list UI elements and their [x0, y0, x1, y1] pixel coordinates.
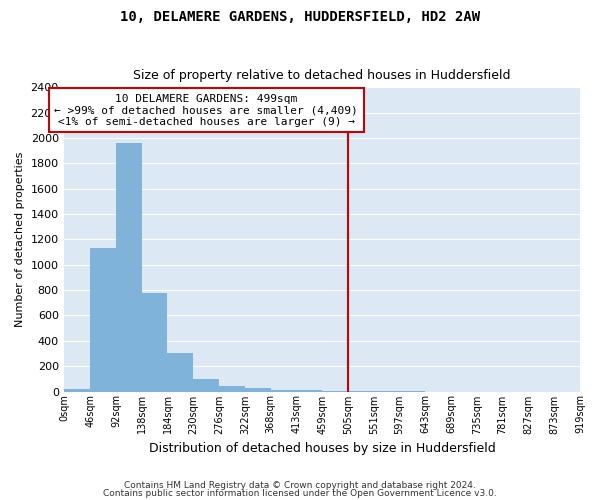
Text: 10, DELAMERE GARDENS, HUDDERSFIELD, HD2 2AW: 10, DELAMERE GARDENS, HUDDERSFIELD, HD2 … — [120, 10, 480, 24]
Title: Size of property relative to detached houses in Huddersfield: Size of property relative to detached ho… — [133, 69, 511, 82]
Bar — [322, 391, 348, 392]
Y-axis label: Number of detached properties: Number of detached properties — [15, 152, 25, 327]
X-axis label: Distribution of detached houses by size in Huddersfield: Distribution of detached houses by size … — [149, 442, 496, 455]
Text: Contains public sector information licensed under the Open Government Licence v3: Contains public sector information licen… — [103, 488, 497, 498]
Bar — [90, 248, 116, 392]
Bar — [245, 388, 271, 392]
Bar — [142, 292, 167, 392]
Text: 10 DELAMERE GARDENS: 499sqm
← >99% of detached houses are smaller (4,409)
<1% of: 10 DELAMERE GARDENS: 499sqm ← >99% of de… — [54, 94, 358, 127]
Bar — [271, 390, 296, 392]
Bar — [219, 386, 245, 392]
Bar — [64, 389, 90, 392]
Bar — [167, 354, 193, 392]
Bar — [296, 390, 322, 392]
Text: Contains HM Land Registry data © Crown copyright and database right 2024.: Contains HM Land Registry data © Crown c… — [124, 481, 476, 490]
Bar — [193, 379, 219, 392]
Bar — [116, 143, 142, 392]
